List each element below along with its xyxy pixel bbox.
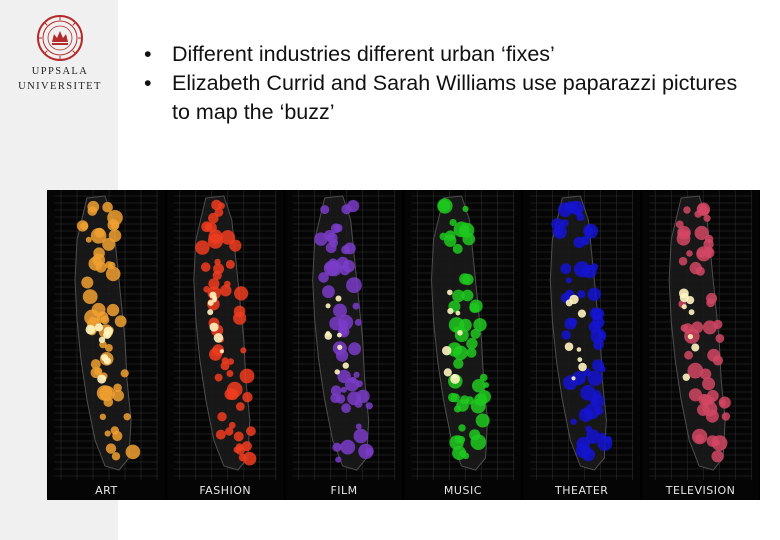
- map-label: FILM: [330, 484, 357, 497]
- map-panel-music: MUSIC: [404, 190, 522, 500]
- university-logo: UPPSALA UNIVERSITET: [14, 14, 106, 94]
- map-label: MUSIC: [444, 484, 482, 497]
- bullet-list: Different industries different urban ‘fi…: [140, 40, 760, 127]
- buzz-maps-figure: ART FASHION FILM MUSIC THEATER TELEVISION: [47, 190, 760, 500]
- map-label: THEATER: [554, 484, 608, 497]
- university-name-line2: UNIVERSITET: [18, 81, 102, 92]
- bullet-item: Elizabeth Currid and Sarah Williams use …: [140, 69, 760, 127]
- map-panel-television: TELEVISION: [642, 190, 759, 500]
- map-panel-film: FILM: [285, 190, 403, 500]
- university-name-line1: UPPSALA: [31, 66, 89, 77]
- university-seal-icon: [37, 15, 83, 61]
- map-label: ART: [95, 484, 118, 497]
- map-panel-theater: THEATER: [523, 190, 641, 500]
- map-panel-art: ART: [48, 190, 165, 500]
- bullet-item: Different industries different urban ‘fi…: [140, 40, 760, 69]
- map-label: TELEVISION: [665, 484, 736, 497]
- manhattan-maps-svg: ART FASHION FILM MUSIC THEATER TELEVISION: [48, 190, 759, 500]
- map-panel-fashion: FASHION: [166, 190, 284, 500]
- map-label: FASHION: [199, 484, 251, 497]
